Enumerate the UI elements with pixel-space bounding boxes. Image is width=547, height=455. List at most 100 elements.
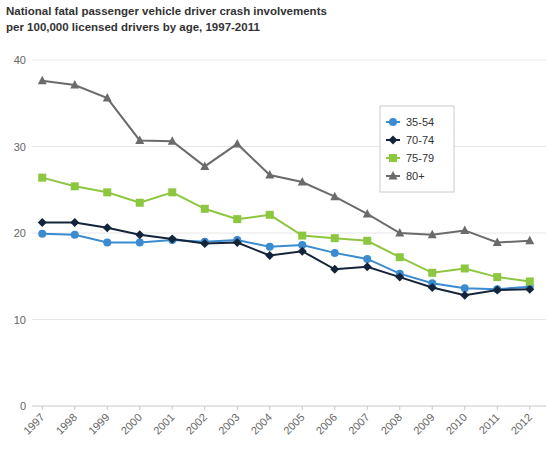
point xyxy=(363,262,372,271)
point xyxy=(331,249,339,257)
point xyxy=(103,239,111,247)
point xyxy=(395,273,404,282)
point xyxy=(460,225,469,234)
legend-label: 75-79 xyxy=(406,152,434,164)
y-tick-label: 30 xyxy=(14,141,26,153)
x-tick xyxy=(42,406,43,410)
legend-marker xyxy=(389,118,397,126)
x-tick xyxy=(204,406,205,410)
series-line xyxy=(42,178,530,282)
series-line xyxy=(42,223,530,296)
x-tick xyxy=(74,406,75,410)
x-tick xyxy=(172,406,173,410)
x-tick xyxy=(302,406,303,410)
grid-line xyxy=(32,319,546,320)
x-tick-label: 2000 xyxy=(118,411,144,437)
point xyxy=(363,209,372,218)
point xyxy=(395,228,404,237)
point xyxy=(70,218,79,227)
x-tick-label: 2009 xyxy=(411,411,437,437)
x-tick-label: 2003 xyxy=(216,411,242,437)
series-line xyxy=(42,81,530,243)
point xyxy=(526,277,534,285)
x-tick-label: 1997 xyxy=(21,411,47,437)
subtitle: per 100,000 licensed drivers by age, 199… xyxy=(6,21,260,33)
point xyxy=(298,177,307,186)
title: National fatal passenger vehicle driver … xyxy=(6,5,327,17)
x-tick xyxy=(334,406,335,410)
y-tick-label: 0 xyxy=(20,400,26,412)
x-tick-label: 2011 xyxy=(476,411,501,436)
x-tick-label: 2001 xyxy=(151,411,177,437)
legend-box xyxy=(380,106,454,192)
point xyxy=(266,243,274,251)
legend: 35-54 70-74 75-79 80+ xyxy=(380,106,454,192)
x-tick-label: 2007 xyxy=(346,411,372,437)
point xyxy=(265,251,274,260)
point xyxy=(103,93,112,102)
x-tick xyxy=(237,406,238,410)
point xyxy=(233,238,242,247)
point xyxy=(103,188,111,196)
point xyxy=(200,161,209,170)
y-tick-label: 20 xyxy=(14,227,26,239)
x-tick-label: 2008 xyxy=(378,411,404,437)
point xyxy=(233,139,242,148)
legend-label: 80+ xyxy=(406,170,425,182)
point xyxy=(330,192,339,201)
point xyxy=(461,264,469,272)
point xyxy=(168,235,177,244)
point xyxy=(266,211,274,219)
point xyxy=(493,286,502,295)
y-tick-label: 40 xyxy=(14,54,26,66)
point xyxy=(168,188,176,196)
point xyxy=(136,239,144,247)
point xyxy=(363,237,371,245)
point xyxy=(428,269,436,277)
point xyxy=(168,136,177,145)
point xyxy=(71,231,79,239)
x-tick xyxy=(107,406,108,410)
x-tick xyxy=(464,406,465,410)
legend-marker xyxy=(389,171,398,180)
grid-line xyxy=(32,146,546,147)
point xyxy=(330,265,339,274)
legend-label: 35-54 xyxy=(406,116,434,128)
point xyxy=(71,182,79,190)
point xyxy=(233,215,241,223)
point xyxy=(201,205,209,213)
x-tick-label: 2006 xyxy=(313,411,339,437)
x-tick xyxy=(399,406,400,410)
point xyxy=(493,273,501,281)
x-tick xyxy=(269,406,270,410)
plot-area xyxy=(38,76,535,300)
point xyxy=(525,285,534,294)
point xyxy=(298,247,307,256)
x-tick-label: 1999 xyxy=(86,411,112,437)
grid-line xyxy=(32,60,546,61)
point xyxy=(135,230,144,239)
point xyxy=(396,253,404,261)
series-line xyxy=(42,234,530,289)
point xyxy=(38,76,47,85)
x-tick-label: 1998 xyxy=(53,411,79,437)
legend-marker xyxy=(389,136,398,145)
x-tick-label: 2010 xyxy=(443,411,469,437)
point xyxy=(265,170,274,179)
point xyxy=(525,236,534,245)
point xyxy=(331,234,339,242)
point xyxy=(200,239,209,248)
chart: National fatal passenger vehicle driver … xyxy=(0,0,547,455)
point xyxy=(460,291,469,300)
point xyxy=(493,238,502,247)
point xyxy=(298,232,306,240)
point xyxy=(38,230,46,238)
point xyxy=(70,80,79,89)
x-tick xyxy=(432,406,433,410)
x-tick xyxy=(497,406,498,410)
legend-label: 70-74 xyxy=(406,134,434,146)
x-tick xyxy=(529,406,530,410)
point xyxy=(38,174,46,182)
point xyxy=(38,218,47,227)
point xyxy=(428,283,437,292)
